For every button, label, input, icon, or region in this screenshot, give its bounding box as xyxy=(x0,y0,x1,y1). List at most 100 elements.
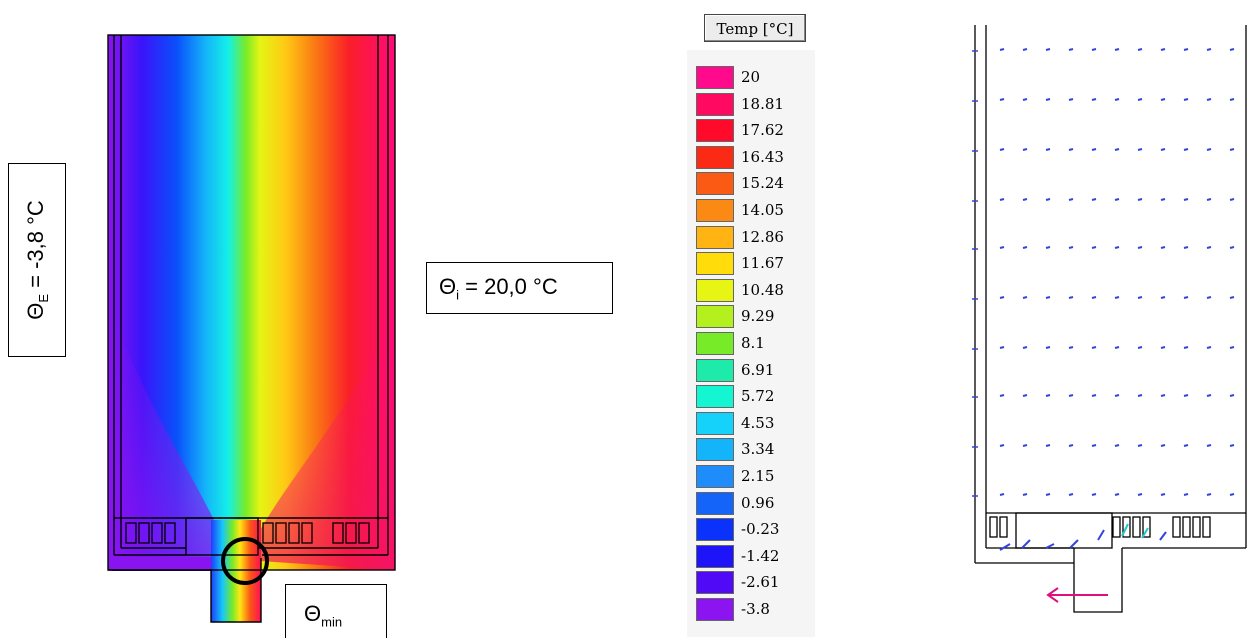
flux-arrow xyxy=(1183,246,1189,249)
flux-arrow xyxy=(1091,48,1097,51)
flux-arrow xyxy=(999,246,1005,249)
legend-value: 20 xyxy=(741,68,761,86)
legend-value: 17.62 xyxy=(741,121,784,140)
legend-value: 14.05 xyxy=(741,201,784,219)
flux-arrow xyxy=(1137,148,1143,151)
legend-value: 11.67 xyxy=(741,254,784,273)
flux-arrow xyxy=(1137,296,1143,299)
flux-arrow xyxy=(1068,246,1074,249)
flux-arrow xyxy=(1068,394,1074,397)
flux-arrow xyxy=(1137,493,1143,496)
flux-arrow xyxy=(1160,296,1166,299)
flux-arrow xyxy=(999,394,1005,397)
flux-arrow xyxy=(1045,198,1051,201)
warm-bend xyxy=(245,320,395,570)
flux-arrow xyxy=(1045,296,1051,299)
flux-arrow xyxy=(1022,246,1028,249)
legend-swatch xyxy=(696,544,734,568)
min-temperature-marker xyxy=(221,537,269,585)
legend-title-button[interactable]: Temp [°C] xyxy=(704,14,806,42)
legend-swatch xyxy=(696,491,734,515)
flux-arrow xyxy=(1114,198,1120,201)
flux-arrow xyxy=(999,346,1005,349)
legend-swatch xyxy=(696,332,734,355)
flux-arrow xyxy=(1022,296,1028,299)
flux-arrow xyxy=(1229,444,1235,447)
flux-arrow xyxy=(1229,246,1235,249)
temperature-field-diagram xyxy=(107,34,396,623)
flux-arrow xyxy=(1091,148,1097,151)
legend-value: -0.23 xyxy=(741,520,780,539)
flux-arrow-bent xyxy=(1045,543,1055,549)
flux-arrow xyxy=(1160,98,1166,101)
flux-arrow xyxy=(1091,296,1097,299)
flux-arrow-bent xyxy=(1069,539,1079,549)
temperature-legend: 20 18.81 17.62 16.43 15.24 14.05 12.86 11.67 10.… xyxy=(687,50,815,637)
wall-base xyxy=(112,557,212,571)
flux-arrow xyxy=(1022,394,1028,397)
flux-arrow xyxy=(1206,346,1212,349)
flux-arrow xyxy=(1091,98,1097,101)
flux-arrow xyxy=(1183,444,1189,447)
legend-value: 2.15 xyxy=(741,467,775,485)
flux-arrow xyxy=(1022,48,1028,51)
cavity-blocks xyxy=(125,522,370,544)
flux-arrow xyxy=(1137,98,1143,101)
flux-arrow xyxy=(1022,346,1028,349)
legend-swatch xyxy=(696,571,734,595)
flux-arrow xyxy=(1068,493,1074,496)
flux-arrow xyxy=(1183,296,1189,299)
flux-arrow-bent xyxy=(1097,529,1105,541)
flux-arrow-bent xyxy=(1121,523,1129,537)
flux-arrow xyxy=(1229,98,1235,101)
flux-arrow xyxy=(1137,346,1143,349)
flux-arrow xyxy=(1114,493,1120,496)
flux-arrow xyxy=(1206,444,1212,447)
flux-arrow xyxy=(1206,296,1212,299)
flux-arrow-bent xyxy=(1141,527,1149,539)
flux-arrow xyxy=(1160,198,1166,201)
legend-swatch xyxy=(696,119,734,143)
legend-swatch xyxy=(696,358,734,382)
legend-value: 4.53 xyxy=(741,413,775,432)
flux-arrow xyxy=(1206,98,1212,101)
flux-arrow xyxy=(1045,346,1051,349)
flux-arrow xyxy=(1137,198,1143,201)
flux-arrow xyxy=(1045,444,1051,447)
legend-swatch xyxy=(696,92,734,116)
flux-arrow xyxy=(1160,444,1166,447)
legend-swatch xyxy=(696,518,734,542)
flux-arrow xyxy=(1114,98,1120,101)
flux-arrow xyxy=(1160,346,1166,349)
flux-arrow xyxy=(1137,394,1143,397)
flux-arrow xyxy=(1137,48,1143,51)
flux-arrow xyxy=(1206,48,1212,51)
flux-arrow xyxy=(1022,148,1028,151)
legend-swatch xyxy=(696,465,734,488)
legend-value: 15.24 xyxy=(741,174,784,193)
legend-value: 6.91 xyxy=(741,360,775,379)
flux-arrow xyxy=(1137,246,1143,249)
flux-arrow xyxy=(1206,493,1212,496)
flux-arrow xyxy=(1114,246,1120,249)
flux-arrow xyxy=(1045,394,1051,397)
legend-value: 12.86 xyxy=(741,227,784,246)
flux-arrow xyxy=(1022,98,1028,101)
flux-arrow xyxy=(1068,444,1074,447)
legend-swatch xyxy=(696,199,734,222)
cold-bend xyxy=(108,300,232,570)
legend-value: 0.96 xyxy=(741,493,775,512)
flux-arrow xyxy=(1114,346,1120,349)
flux-arrow xyxy=(1091,444,1097,447)
flux-arrow xyxy=(999,296,1005,299)
flux-cavity-blocks xyxy=(989,516,1211,538)
flux-arrow-bent xyxy=(1159,531,1167,541)
legend-swatch xyxy=(696,66,734,89)
legend-value: 8.1 xyxy=(741,334,765,352)
flux-arrow xyxy=(999,198,1005,201)
flux-arrow xyxy=(999,98,1005,101)
exterior-temperature-label: ΘE = -3,8 °C xyxy=(8,163,66,357)
flux-arrow xyxy=(1068,346,1074,349)
flux-arrow-bent xyxy=(999,543,1011,551)
legend-swatch xyxy=(696,252,734,276)
